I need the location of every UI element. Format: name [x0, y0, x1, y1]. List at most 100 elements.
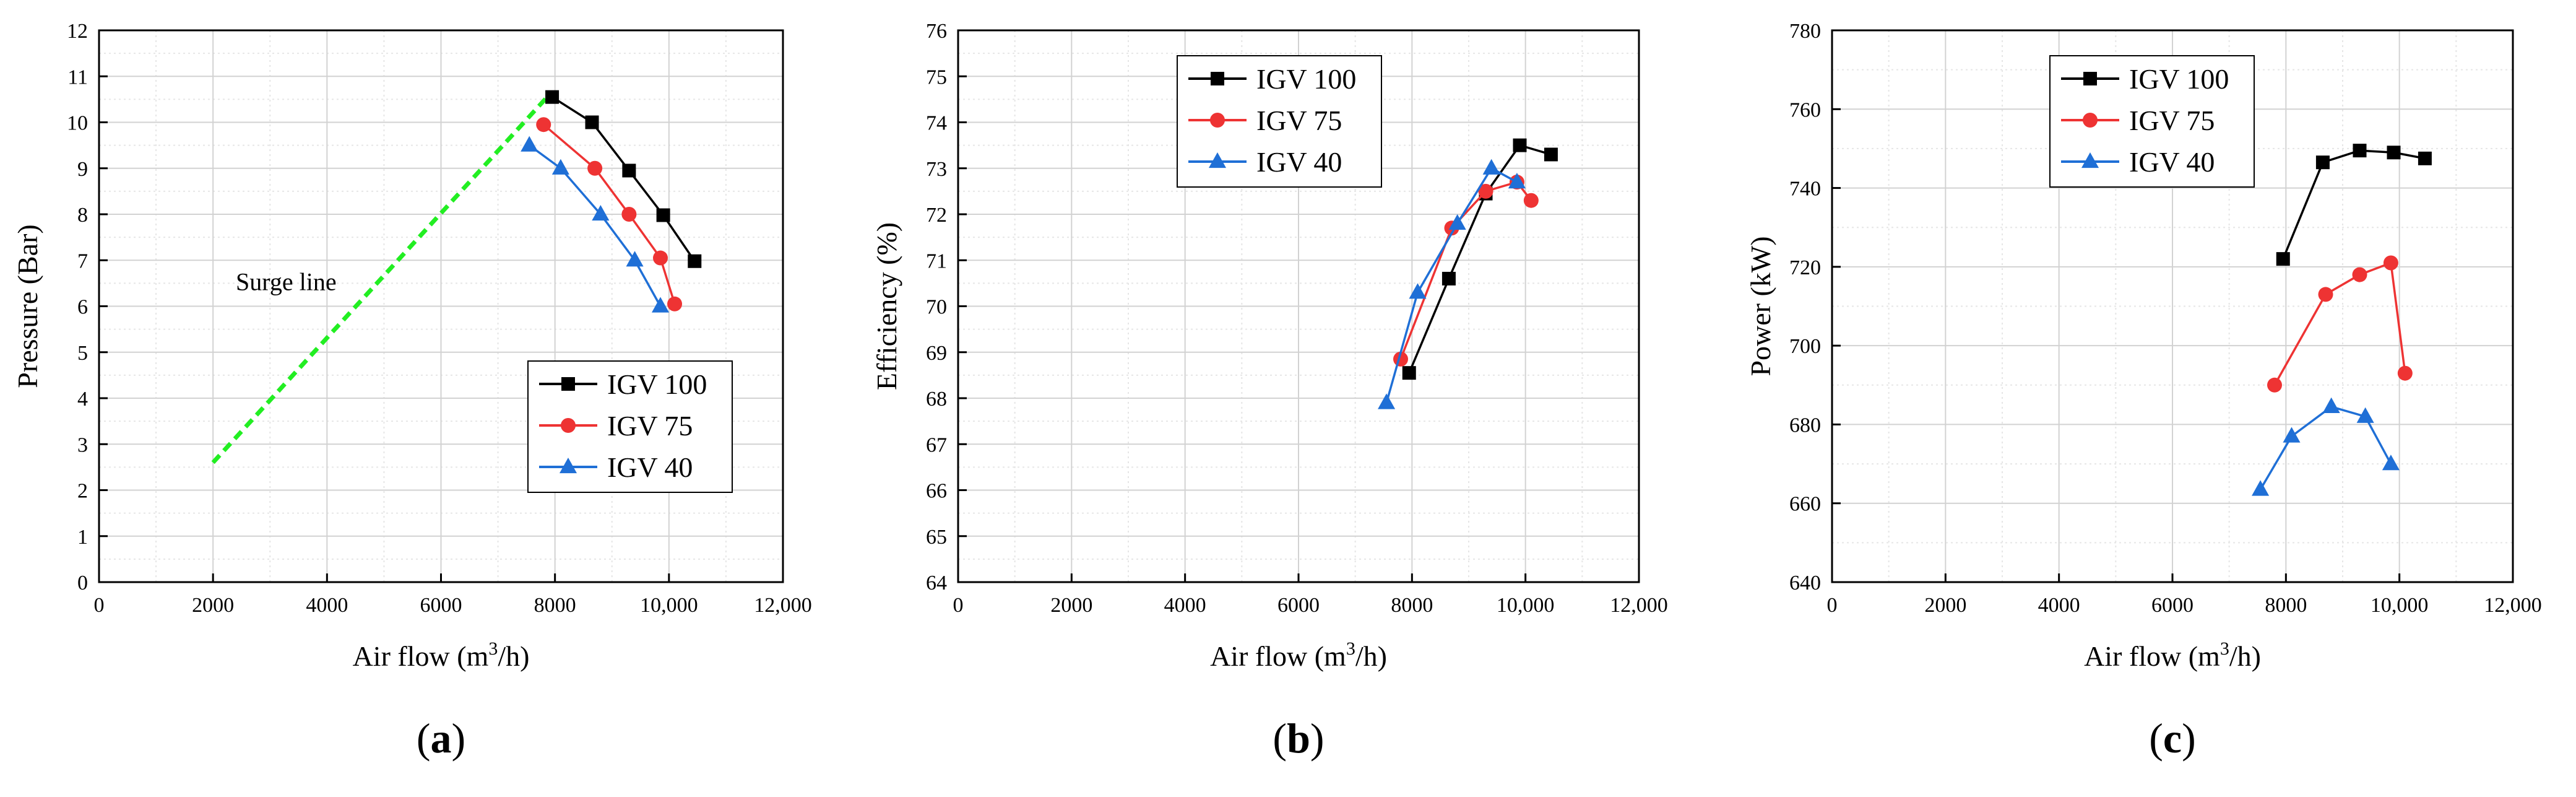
data-point [2387, 146, 2401, 160]
panel-label-paren: ( [417, 715, 431, 762]
x-tick-label: 0 [953, 594, 964, 617]
data-point [688, 254, 702, 268]
data-point [2356, 407, 2374, 423]
data-point [1378, 393, 1396, 409]
legend-marker [559, 457, 577, 474]
panel-label-paren: ( [2149, 715, 2163, 762]
data-point [1448, 214, 1466, 230]
x-axis-title-part: /h) [498, 640, 529, 672]
panel-label-paren: ( [1273, 715, 1287, 762]
panel-label: (c) [2149, 715, 2196, 762]
y-tick-label: 0 [77, 572, 88, 594]
legend-label: IGV 75 [1256, 105, 1342, 136]
legend-marker [1208, 152, 1227, 168]
y-tick-label: 72 [926, 204, 947, 227]
series-igv-100 [1402, 138, 1558, 380]
series-igv-75 [1393, 175, 1539, 367]
x-tick-label: 2000 [1050, 594, 1092, 617]
data-point [622, 163, 636, 178]
y-tick-label: 760 [1789, 98, 1821, 121]
data-point [2267, 377, 2282, 393]
data-point [1441, 271, 1456, 285]
x-tick-label: 10,000 [2371, 594, 2429, 617]
panel-label-paren: ) [1310, 715, 1325, 762]
legend-marker [1211, 72, 1224, 85]
data-point [667, 296, 683, 311]
y-tick-label: 67 [926, 433, 947, 456]
y-tick-label: 70 [926, 296, 947, 319]
data-point [1482, 159, 1500, 175]
series-igv-75 [2267, 255, 2413, 393]
series-igv-75 [536, 117, 683, 311]
series-igv-100 [2276, 144, 2432, 266]
panel-label-letter: c [2163, 715, 2182, 762]
x-tick-label: 0 [1827, 594, 1838, 617]
legend: IGV 100 IGV 75 IGV 40 [1177, 55, 1382, 188]
y-tick-label: 75 [926, 66, 947, 89]
y-tick-label: 7 [77, 250, 88, 272]
data-point [587, 160, 603, 176]
y-tick-label: 720 [1789, 256, 1821, 279]
chart-panel-b: 0 2000 4000 6000 8000 10,000 12,000 64 65 66 67 68 6… [871, 20, 1668, 762]
data-point [2252, 480, 2270, 496]
legend-marker [2081, 152, 2099, 168]
y-tick-label: 660 [1789, 493, 1821, 516]
y-tick-label: 640 [1789, 572, 1821, 594]
legend-label: IGV 40 [1256, 146, 1342, 178]
series-line [1408, 144, 1552, 373]
data-point [626, 251, 644, 267]
x-tick-label: 6000 [420, 594, 462, 617]
series-igv-40 [1378, 159, 1526, 409]
x-tick-label: 2000 [1924, 594, 1966, 617]
surge-line-label: Surge line [236, 268, 337, 296]
y-tick-label: 10 [67, 112, 88, 135]
legend-label: IGV 75 [2129, 105, 2215, 136]
panel-label-letter: a [431, 715, 452, 762]
data-point [2352, 267, 2367, 282]
data-point [2315, 155, 2330, 170]
x-tick-label: 8000 [1391, 594, 1433, 617]
legend-marker [2083, 72, 2097, 85]
x-axis-title: Air flow (m3/h) [353, 638, 530, 672]
series-line [2282, 149, 2426, 259]
data-point [1409, 283, 1427, 299]
data-point [651, 297, 670, 313]
x-tick-label: 12,000 [2484, 594, 2542, 617]
y-tick-label: 12 [67, 20, 88, 43]
data-point [2397, 365, 2413, 381]
x-tick-label: 0 [94, 594, 105, 617]
x-axis-title-superscript: 3 [488, 638, 498, 659]
legend-marker [2083, 113, 2098, 128]
x-tick-label: 6000 [2151, 594, 2193, 617]
x-tick-label: 4000 [1164, 594, 1206, 617]
y-axis-title: Pressure (Bar) [12, 224, 43, 388]
x-axis-title-part: /h) [1355, 640, 1387, 672]
data-point [1478, 183, 1493, 199]
legend: IGV 100 IGV 75 IGV 40 [527, 360, 733, 493]
chart-panel-a: 0 2000 4000 6000 8000 10,000 12,00001234567891… [12, 20, 812, 762]
panel-label-paren: ) [452, 715, 466, 762]
x-tick-label: 8000 [2265, 594, 2307, 617]
y-tick-label: 1 [77, 526, 88, 549]
panel-label: (b) [1273, 715, 1324, 762]
legend: IGV 100 IGV 75 IGV 40 [2049, 55, 2255, 188]
y-tick-label: 780 [1789, 20, 1821, 43]
x-axis-title-superscript: 3 [1346, 638, 1355, 659]
x-tick-label: 2000 [192, 594, 234, 617]
panel-label-paren: ) [2182, 715, 2196, 762]
series-igv-100 [545, 90, 702, 268]
y-tick-label: 68 [926, 388, 947, 411]
panel-label: (a) [417, 715, 465, 762]
x-tick-label: 8000 [534, 594, 576, 617]
x-tick-label: 12,000 [1610, 594, 1668, 617]
x-tick-label: 10,000 [1497, 594, 1555, 617]
data-point [1523, 193, 1539, 208]
y-tick-label: 4 [77, 388, 88, 411]
x-axis-title: Air flow (m3/h) [2084, 638, 2261, 672]
series-igv-40 [2252, 397, 2400, 496]
y-tick-label: 11 [67, 66, 88, 89]
data-point [551, 159, 569, 175]
data-point [1513, 138, 1527, 152]
x-axis-title-part: Air flow (m [353, 640, 489, 672]
data-point [2318, 287, 2333, 302]
